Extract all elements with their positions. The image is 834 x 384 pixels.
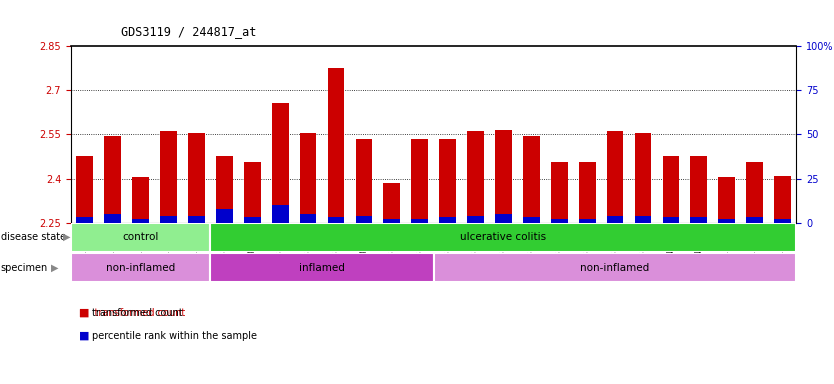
- Text: specimen: specimen: [1, 263, 48, 273]
- Bar: [328, 68, 344, 223]
- Bar: [746, 217, 763, 223]
- Text: inflamed: inflamed: [299, 263, 345, 273]
- Text: percentile rank within the sample: percentile rank within the sample: [92, 331, 257, 341]
- Bar: [188, 133, 205, 223]
- Bar: [495, 130, 512, 223]
- Bar: [216, 157, 233, 223]
- Bar: [133, 219, 149, 223]
- Bar: [77, 217, 93, 223]
- Bar: [104, 136, 121, 223]
- Bar: [210, 223, 796, 252]
- Bar: [210, 253, 434, 282]
- Bar: [440, 139, 456, 223]
- Text: non-inflamed: non-inflamed: [580, 263, 650, 273]
- Text: disease state: disease state: [1, 232, 66, 242]
- Bar: [355, 139, 372, 223]
- Bar: [746, 162, 763, 223]
- Bar: [691, 217, 707, 223]
- Text: ■  transformed count: ■ transformed count: [79, 308, 185, 318]
- Bar: [160, 131, 177, 223]
- Bar: [551, 162, 568, 223]
- Bar: [691, 157, 707, 223]
- Bar: [635, 133, 651, 223]
- Bar: [579, 219, 595, 223]
- Bar: [551, 219, 568, 223]
- Text: transformed count: transformed count: [92, 308, 183, 318]
- Text: ▶: ▶: [63, 232, 70, 242]
- Bar: [355, 216, 372, 223]
- Bar: [579, 162, 595, 223]
- Bar: [328, 217, 344, 223]
- Bar: [440, 217, 456, 223]
- Bar: [467, 216, 484, 223]
- Bar: [467, 131, 484, 223]
- Bar: [434, 253, 796, 282]
- Bar: [299, 133, 316, 223]
- Bar: [635, 216, 651, 223]
- Text: ulcerative colitis: ulcerative colitis: [460, 232, 546, 242]
- Bar: [774, 219, 791, 223]
- Bar: [523, 136, 540, 223]
- Bar: [495, 214, 512, 223]
- Bar: [160, 216, 177, 223]
- Bar: [662, 217, 679, 223]
- Bar: [662, 157, 679, 223]
- Bar: [71, 223, 210, 252]
- Bar: [272, 104, 289, 223]
- Bar: [384, 219, 400, 223]
- Bar: [216, 209, 233, 223]
- Bar: [104, 214, 121, 223]
- Text: GDS3119 / 244817_at: GDS3119 / 244817_at: [121, 25, 256, 38]
- Bar: [77, 157, 93, 223]
- Bar: [718, 177, 735, 223]
- Bar: [411, 219, 428, 223]
- Bar: [774, 175, 791, 223]
- Text: non-inflamed: non-inflamed: [106, 263, 175, 273]
- Text: ▶: ▶: [51, 263, 58, 273]
- Bar: [71, 253, 210, 282]
- Bar: [384, 183, 400, 223]
- Bar: [411, 139, 428, 223]
- Bar: [244, 162, 261, 223]
- Text: ■: ■: [79, 331, 90, 341]
- Text: ■: ■: [79, 308, 90, 318]
- Bar: [299, 214, 316, 223]
- Bar: [272, 205, 289, 223]
- Bar: [606, 131, 624, 223]
- Text: control: control: [123, 232, 158, 242]
- Bar: [718, 219, 735, 223]
- Bar: [244, 217, 261, 223]
- Bar: [523, 217, 540, 223]
- Bar: [606, 216, 624, 223]
- Bar: [133, 177, 149, 223]
- Bar: [188, 216, 205, 223]
